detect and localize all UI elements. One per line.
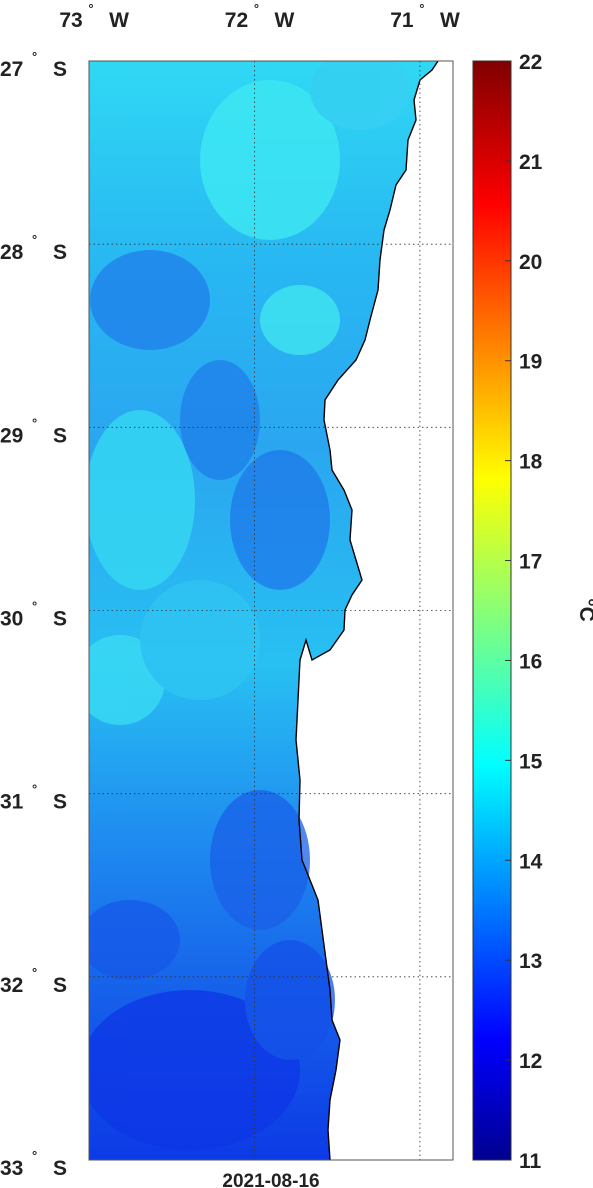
degree-symbol: ° (254, 1, 259, 16)
colorbar-unit-label: °C (575, 598, 593, 622)
degree-symbol: ° (32, 1148, 37, 1163)
longitude-tick-label: 72 ° W (225, 1, 295, 32)
colorbar-tick-label: 20 (519, 251, 542, 274)
latitude-degree: 31 (0, 791, 24, 814)
latitude-hemisphere: S (53, 241, 67, 264)
colorbar-tick-label: 15 (519, 750, 543, 773)
longitude-hemisphere: W (109, 9, 129, 32)
colorbar-tick-label: 21 (519, 151, 543, 174)
gridlines (89, 61, 453, 1160)
latitude-degree: 33 (0, 1157, 23, 1180)
sst-cold-patches (89, 250, 335, 1150)
longitude-tick-label: 71 ° W (390, 1, 460, 32)
longitude-degree: 71 (390, 9, 414, 32)
degree-symbol: ° (32, 782, 37, 797)
colorbar-tick-label: 13 (519, 950, 542, 973)
date-label: 2021-08-16 (222, 1171, 319, 1188)
degree-symbol: ° (32, 965, 37, 980)
latitude-hemisphere: S (53, 424, 67, 447)
colorbar-tick-label: 17 (519, 551, 542, 574)
latitude-hemisphere: S (53, 1157, 67, 1180)
latitude-degree: 27 (0, 58, 23, 81)
longitude-degree: 72 (225, 9, 248, 32)
latitude-tick-labels: 27 ° S 28 ° S 29 ° S 30 ° S 31 ° S 32 ° S 33 ° S (0, 49, 67, 1180)
colorbar-tick-label: 16 (519, 650, 542, 673)
sst-warm-patches (89, 61, 410, 725)
latitude-tick-label: 29 ° S (0, 415, 67, 447)
latitude-degree: 32 (0, 974, 23, 997)
latitude-tick-label: 27 ° S (0, 49, 67, 81)
degree-symbol: ° (32, 415, 37, 430)
colorbar-tick-label: 19 (519, 351, 542, 374)
latitude-tick-label: 33 ° S (0, 1148, 67, 1180)
latitude-hemisphere: S (53, 974, 67, 997)
latitude-degree: 29 (0, 424, 23, 447)
coastline (295, 61, 439, 1160)
latitude-tick-label: 30 ° S (0, 599, 67, 631)
degree-symbol: ° (32, 49, 37, 64)
colorbar-tick-label: 18 (519, 451, 543, 474)
longitude-hemisphere: W (275, 9, 295, 32)
longitude-tick-labels: 73 ° W 72 ° W 71 ° W (59, 1, 460, 32)
colorbar-tick-label: 22 (519, 51, 542, 74)
latitude-tick-label: 31 ° S (0, 782, 67, 814)
colorbar-tick-label: 12 (519, 1050, 542, 1073)
longitude-tick-label: 73 ° W (59, 1, 129, 32)
degree-symbol: ° (32, 599, 37, 614)
colorbar (472, 60, 512, 1161)
colorbar-ticks: 22 21 20 19 18 17 16 15 14 13 12 11 (505, 51, 543, 1173)
degree-symbol: ° (32, 232, 37, 247)
colorbar-tick-label: 14 (519, 850, 543, 873)
plot-frame (88, 60, 454, 1161)
longitude-degree: 73 (59, 9, 82, 32)
latitude-hemisphere: S (53, 791, 67, 814)
longitude-hemisphere: W (440, 9, 460, 32)
sst-plot-area (89, 61, 453, 1160)
degree-symbol: ° (88, 1, 93, 16)
latitude-hemisphere: S (53, 608, 67, 631)
latitude-tick-label: 28 ° S (0, 232, 67, 264)
latitude-degree: 30 (0, 608, 23, 631)
colorbar-tick-label: 11 (519, 1150, 542, 1173)
latitude-degree: 28 (0, 241, 24, 264)
latitude-tick-label: 32 ° S (0, 965, 67, 997)
latitude-hemisphere: S (53, 58, 67, 81)
degree-symbol: ° (419, 1, 424, 16)
